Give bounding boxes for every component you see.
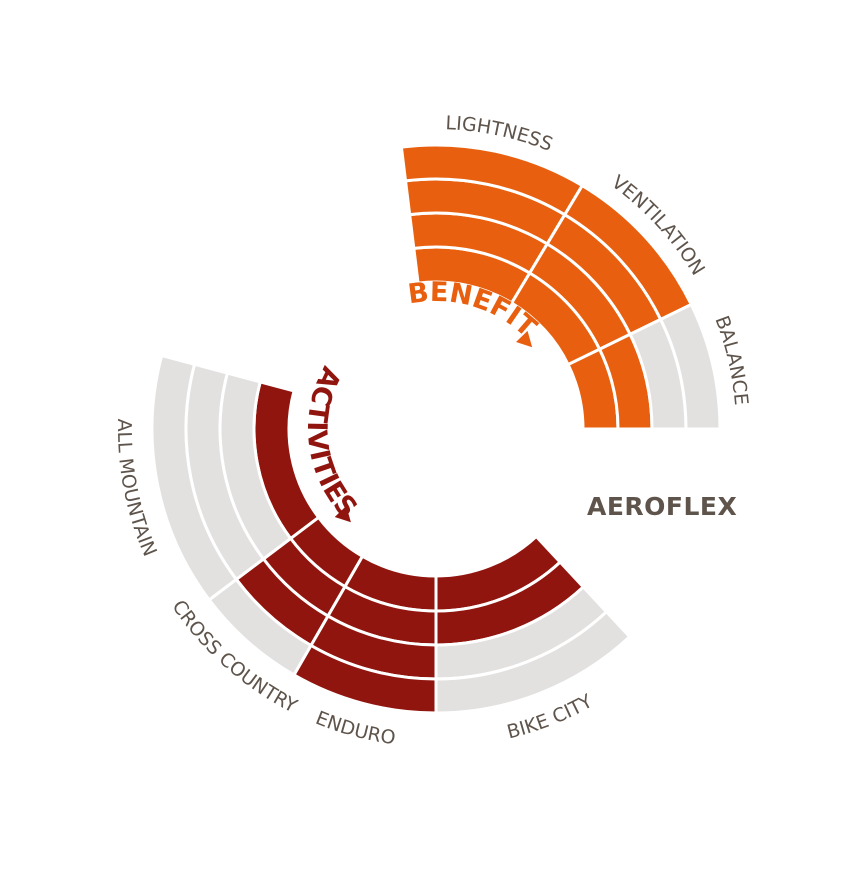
activities-label-enduro: ENDURO xyxy=(313,707,397,749)
product-name: AEROFLEX xyxy=(587,492,737,521)
activities-arrow-icon xyxy=(334,505,351,523)
activities-bike-city-ring-4 xyxy=(434,609,632,715)
activities-group-label: ACTIVITIES xyxy=(301,362,363,524)
benefits-arrow-icon xyxy=(516,330,533,348)
chart-segments xyxy=(150,143,722,715)
benefits-balance-ring-4 xyxy=(658,302,722,431)
